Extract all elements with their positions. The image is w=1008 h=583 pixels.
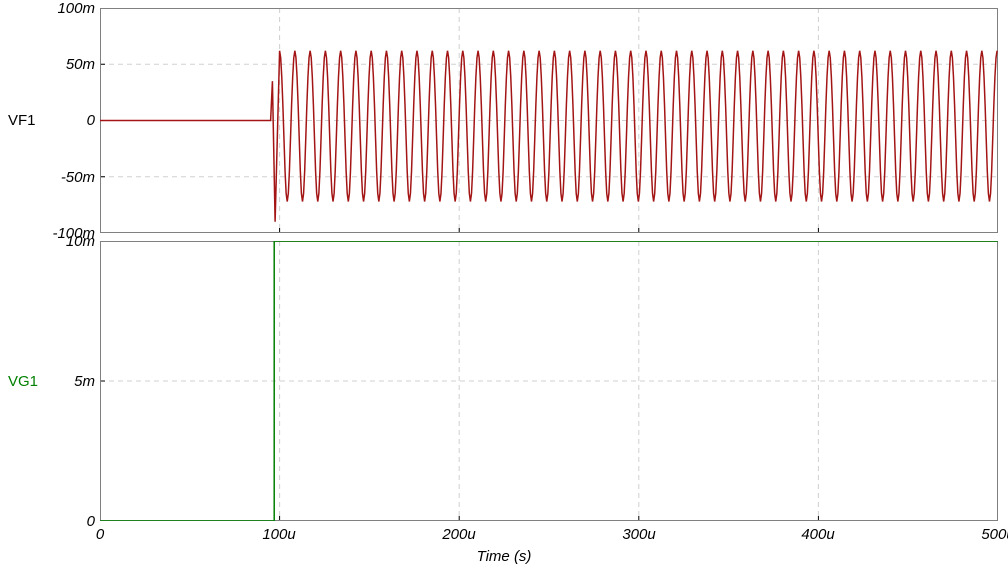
ytick-vg1-0: 10m xyxy=(40,233,95,250)
panel-vf1 xyxy=(100,8,998,233)
panel-vg1 xyxy=(100,241,998,521)
xtick-5: 500u xyxy=(978,526,1008,543)
ytick-vf1-0: 100m xyxy=(40,0,95,17)
chart-svg-vg1 xyxy=(100,241,998,521)
ytick-vg1-1: 5m xyxy=(40,373,95,390)
ytick-vf1-2: 0 xyxy=(40,112,95,129)
chart-svg-vf1 xyxy=(100,8,998,233)
xtick-0: 0 xyxy=(80,526,120,543)
ytick-vf1-1: 50m xyxy=(40,56,95,73)
xtick-1: 100u xyxy=(259,526,299,543)
xtick-4: 400u xyxy=(798,526,838,543)
ytick-vf1-3: -50m xyxy=(40,169,95,186)
xtick-2: 200u xyxy=(439,526,479,543)
series-label-vf1: VF1 xyxy=(8,112,36,129)
xtick-3: 300u xyxy=(619,526,659,543)
xaxis-label: Time (s) xyxy=(477,548,532,565)
series-label-vg1: VG1 xyxy=(8,373,38,390)
